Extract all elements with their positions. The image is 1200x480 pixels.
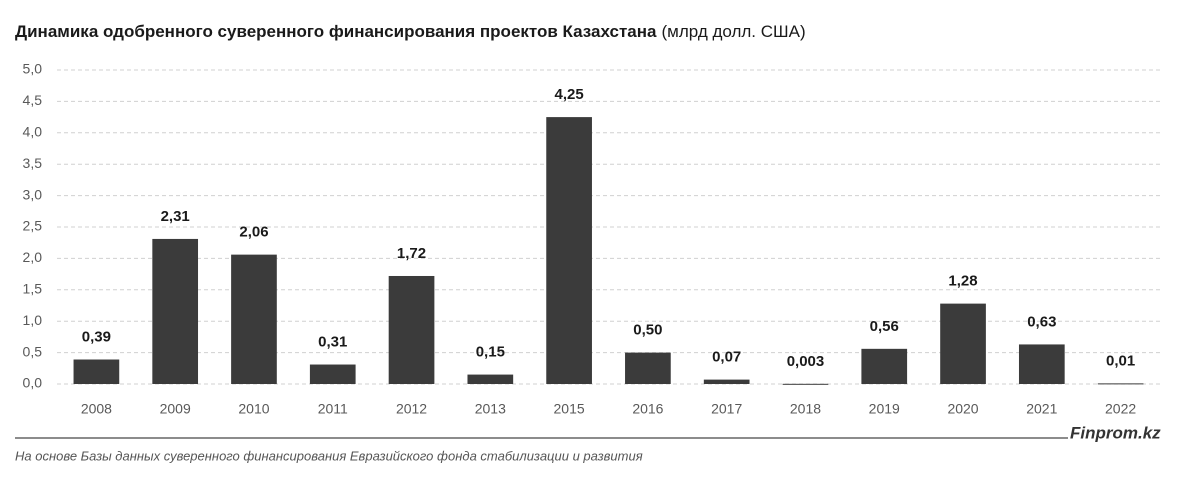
x-tick-label: 2022: [1105, 401, 1136, 417]
bar: [625, 352, 671, 384]
y-tick-label: 3,5: [23, 155, 43, 171]
y-tick-label: 4,5: [23, 92, 43, 108]
y-tick-label: 1,0: [23, 312, 43, 328]
value-label: 0,56: [870, 318, 899, 335]
bar: [467, 374, 514, 384]
x-tick-label: 2018: [790, 401, 821, 417]
subtitle: (млрд долл. США): [661, 22, 805, 41]
bar: [1018, 344, 1065, 384]
value-label: 0,003: [787, 353, 825, 370]
source-note: На основе Базы данных суверенного финанс…: [15, 448, 643, 463]
value-label: 0,07: [712, 349, 741, 366]
y-tick-label: 5,0: [23, 61, 43, 77]
bar: [231, 254, 277, 384]
brand: Finprom.kz: [1070, 423, 1161, 442]
value-label: 1,72: [397, 245, 426, 262]
y-tick-label: 0,5: [23, 343, 43, 359]
x-tick-label: 2009: [160, 401, 191, 417]
y-tick-label: 1,5: [23, 281, 43, 297]
x-tick-label: 2008: [81, 401, 112, 417]
x-tick-label: 2010: [238, 401, 269, 417]
bar: [861, 348, 908, 384]
bar: [940, 303, 986, 384]
bar: [73, 359, 120, 384]
x-tick-label: 2015: [554, 401, 585, 417]
y-tick-label: 4,0: [23, 124, 43, 140]
title: Динамика одобренного суверенного финанси…: [15, 22, 657, 41]
y-tick-label: 2,5: [23, 218, 43, 234]
value-label: 0,63: [1027, 313, 1056, 330]
x-tick-label: 2017: [711, 401, 742, 417]
y-tick-label: 2,0: [23, 249, 43, 265]
value-label: 4,25: [555, 86, 584, 103]
x-tick-label: 2020: [947, 401, 978, 417]
bar: [152, 238, 199, 384]
x-tick-label: 2021: [1026, 401, 1057, 417]
value-label: 0,15: [476, 344, 505, 361]
bar: [309, 364, 356, 384]
x-tick-label: 2011: [318, 401, 348, 417]
bar: [703, 379, 750, 384]
value-label: 0,39: [82, 328, 111, 345]
value-label: 2,31: [161, 208, 190, 225]
x-tick-label: 2016: [632, 401, 663, 417]
y-tick-label: 3,0: [23, 186, 43, 202]
value-label: 1,28: [948, 273, 977, 290]
value-label: 0,50: [633, 322, 662, 339]
bar: [546, 117, 592, 384]
x-tick-label: 2013: [475, 401, 506, 417]
bar: [388, 275, 435, 384]
value-label: 0,31: [318, 334, 347, 351]
y-tick-label: 0,0: [23, 375, 43, 391]
chart-title: Динамика одобренного суверенного финанси…: [15, 22, 806, 41]
x-tick-label: 2012: [396, 401, 427, 417]
x-tick-label: 2019: [869, 401, 900, 417]
bar: [782, 383, 829, 385]
value-label: 2,06: [239, 224, 268, 241]
value-label: 0,01: [1106, 352, 1135, 369]
bar: [1097, 383, 1144, 385]
